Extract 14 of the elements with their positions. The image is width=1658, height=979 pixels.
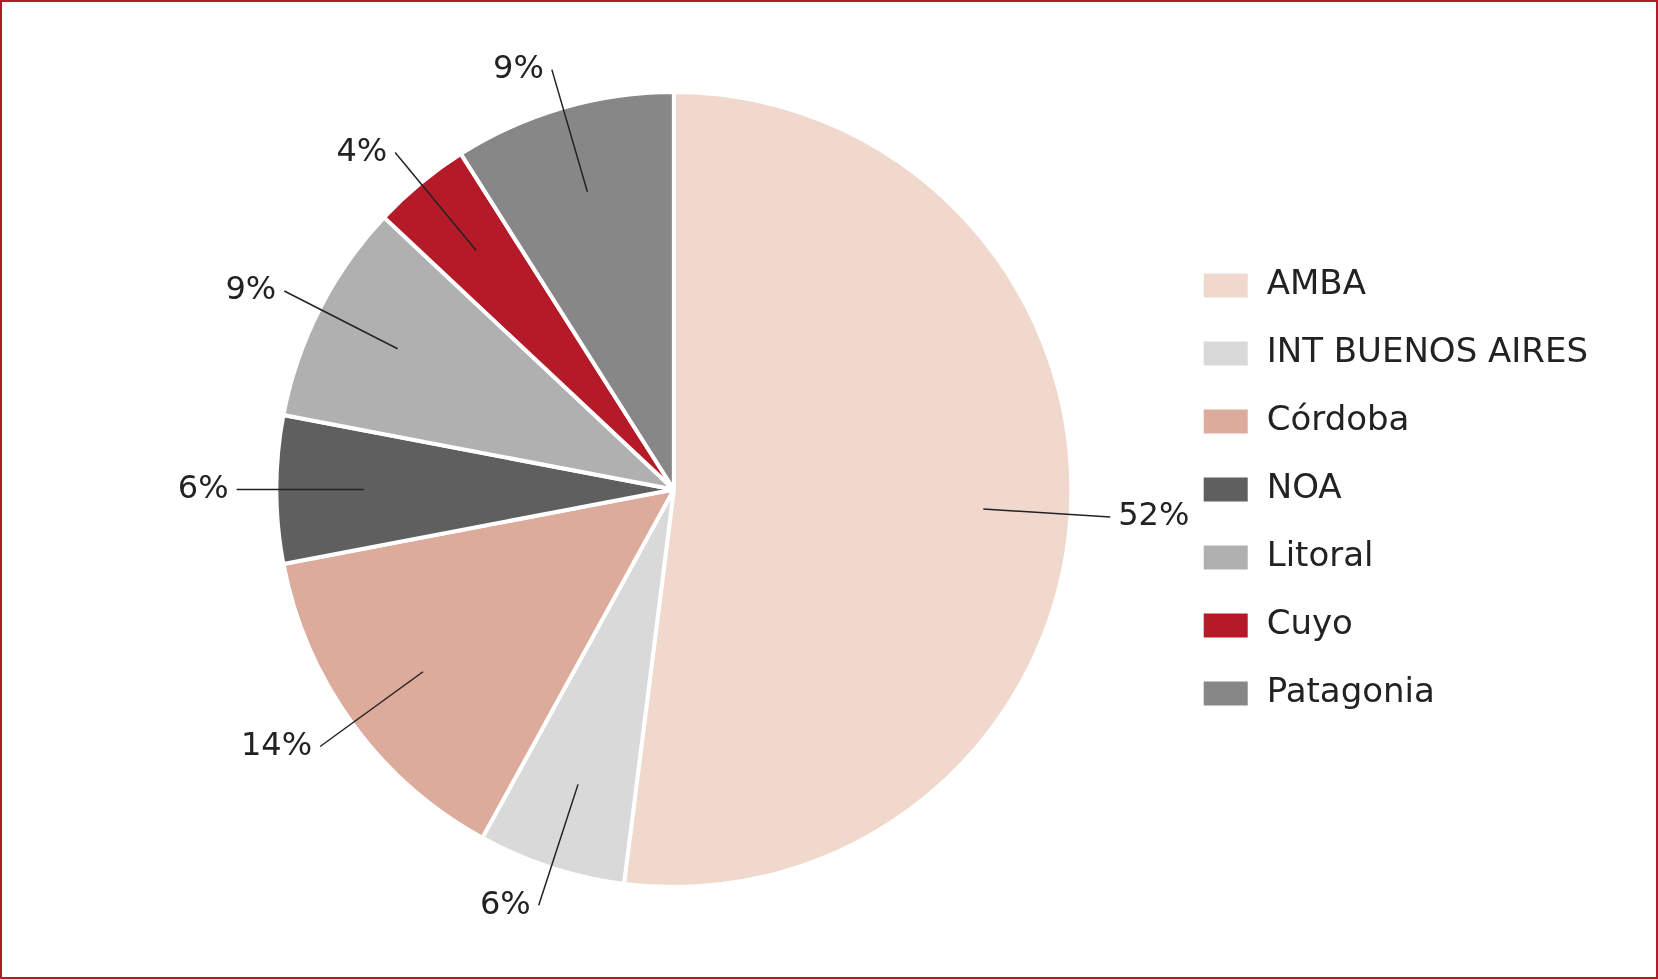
- data-label: 4%: [336, 130, 388, 169]
- legend-label: INT BUENOS AIRES: [1266, 330, 1589, 371]
- legend-label: Patagonia: [1266, 670, 1435, 711]
- data-label: 14%: [240, 724, 313, 763]
- data-label: 6%: [177, 467, 229, 506]
- legend-label: Córdoba: [1266, 398, 1410, 439]
- legend-label: AMBA: [1266, 262, 1366, 303]
- data-label: 9%: [225, 269, 277, 308]
- data-label: 9%: [493, 47, 544, 86]
- legend-label: NOA: [1266, 466, 1342, 507]
- data-label: 52%: [1118, 495, 1190, 534]
- legend-label: Cuyo: [1266, 602, 1353, 643]
- legend-label: Litoral: [1266, 534, 1374, 575]
- data-label: 6%: [479, 883, 531, 922]
